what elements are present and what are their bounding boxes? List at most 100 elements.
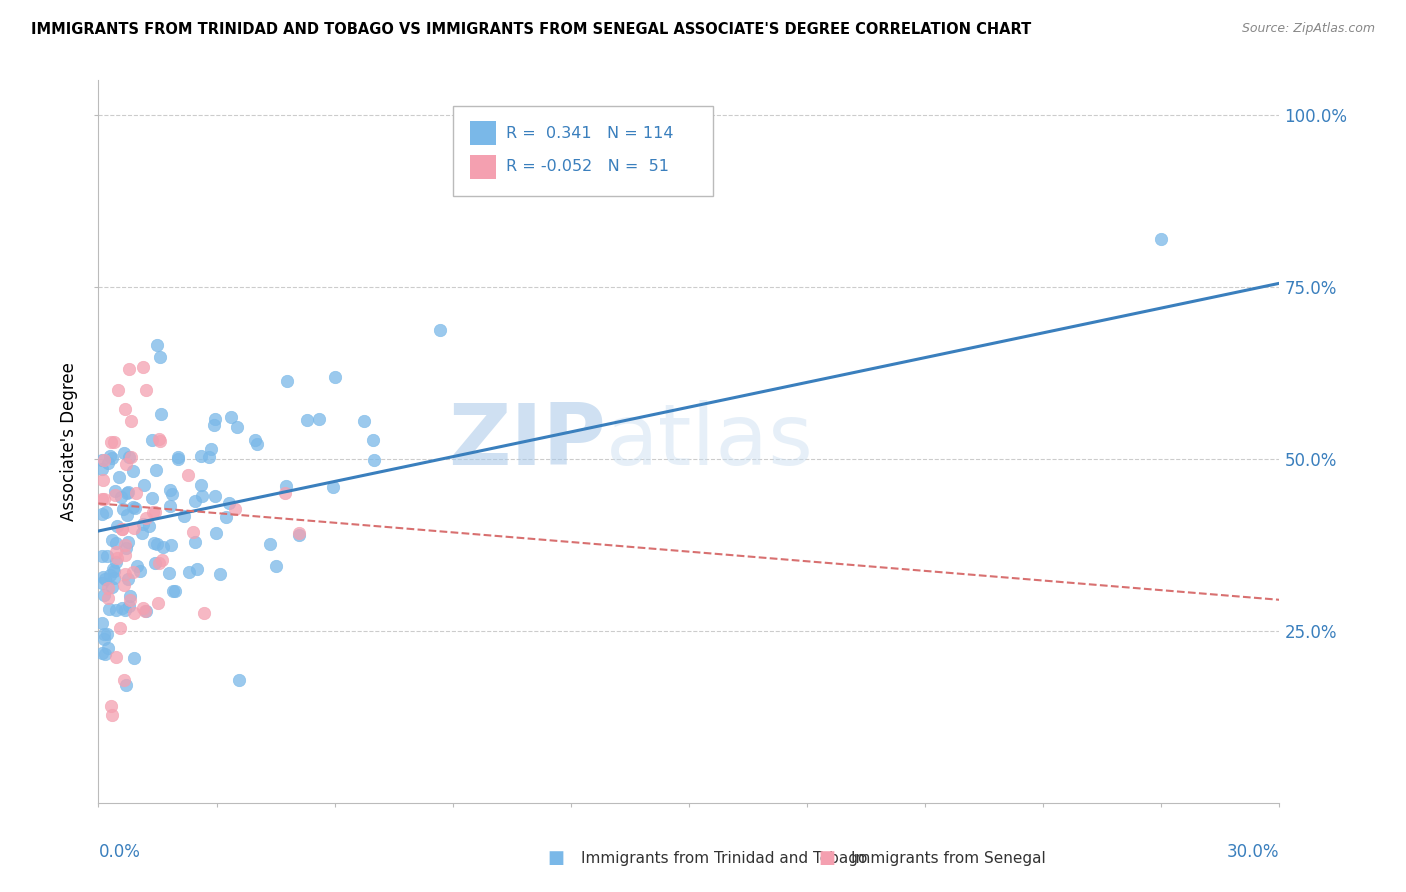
Point — [159, 538, 181, 552]
Point — [100, 698, 122, 713]
Point — [167, 450, 190, 464]
Point — [184, 534, 207, 549]
Point — [193, 606, 215, 620]
Point — [322, 480, 344, 494]
Point — [205, 525, 228, 540]
Text: Source: ZipAtlas.com: Source: ZipAtlas.com — [1241, 22, 1375, 36]
Point — [200, 442, 222, 457]
Point — [186, 562, 208, 576]
Point — [94, 505, 117, 519]
Text: R = -0.052   N =  51: R = -0.052 N = 51 — [506, 160, 669, 175]
Point — [157, 566, 180, 580]
Point — [101, 708, 124, 723]
Point — [274, 486, 297, 500]
Point — [115, 486, 138, 500]
Point — [132, 478, 155, 492]
Point — [142, 505, 165, 519]
Point — [97, 591, 120, 605]
Text: IMMIGRANTS FROM TRINIDAD AND TOBAGO VS IMMIGRANTS FROM SENEGAL ASSOCIATE'S DEGRE: IMMIGRANTS FROM TRINIDAD AND TOBAGO VS I… — [31, 22, 1031, 37]
Point — [91, 452, 114, 467]
Point — [125, 485, 148, 500]
Point — [148, 556, 170, 570]
Point — [184, 494, 207, 508]
Point — [363, 433, 385, 447]
Point — [183, 524, 205, 539]
Point — [274, 479, 297, 493]
Point — [101, 580, 124, 594]
Point — [243, 434, 266, 448]
Point — [93, 648, 115, 662]
Point — [97, 456, 120, 470]
Point — [122, 521, 145, 535]
Point — [111, 601, 134, 615]
Point — [111, 522, 134, 536]
Point — [91, 491, 114, 506]
Point — [177, 467, 200, 482]
Text: ■: ■ — [818, 849, 835, 867]
Point — [149, 407, 172, 421]
Point — [190, 477, 212, 491]
Point — [204, 418, 226, 433]
Point — [145, 463, 167, 477]
Point — [162, 583, 184, 598]
Point — [276, 374, 298, 388]
Point — [93, 632, 115, 646]
Point — [105, 544, 128, 558]
Point — [103, 483, 125, 498]
Point — [114, 541, 136, 555]
Point — [112, 446, 135, 460]
Point — [108, 621, 131, 635]
Bar — [471, 121, 496, 145]
Point — [173, 509, 195, 524]
Point — [148, 432, 170, 446]
Point — [114, 538, 136, 552]
Text: Immigrants from Trinidad and Tobago: Immigrants from Trinidad and Tobago — [581, 851, 868, 865]
FancyBboxPatch shape — [453, 105, 713, 196]
Point — [143, 536, 166, 550]
Point — [149, 350, 172, 364]
Point — [91, 570, 114, 584]
Point — [363, 453, 385, 467]
Point — [149, 434, 172, 449]
Point — [97, 601, 120, 615]
Point — [93, 492, 115, 507]
Point — [107, 384, 129, 398]
Point — [146, 537, 169, 551]
Point — [159, 483, 181, 498]
Point — [112, 578, 135, 592]
Point — [129, 564, 152, 578]
Point — [91, 461, 114, 475]
Point — [138, 519, 160, 533]
Point — [132, 360, 155, 375]
Point — [108, 470, 131, 484]
Point — [115, 508, 138, 522]
Point — [117, 485, 139, 500]
Point — [118, 361, 141, 376]
Point — [325, 369, 347, 384]
Point — [429, 323, 451, 337]
Point — [127, 558, 149, 573]
Point — [124, 500, 146, 515]
Point — [124, 650, 146, 665]
Point — [93, 588, 115, 602]
Point — [91, 615, 114, 630]
Point — [91, 646, 114, 660]
Text: 0.0%: 0.0% — [98, 843, 141, 861]
Point — [100, 568, 122, 582]
Text: atlas: atlas — [606, 400, 814, 483]
Point — [120, 414, 142, 428]
Point — [122, 464, 145, 478]
Point — [93, 572, 115, 586]
Point — [198, 450, 221, 464]
Point — [103, 564, 125, 578]
Point — [353, 414, 375, 428]
Point — [224, 502, 246, 516]
Point — [93, 626, 115, 640]
Point — [143, 557, 166, 571]
Point — [91, 576, 114, 591]
Point — [141, 491, 163, 505]
Point — [221, 410, 243, 425]
Point — [204, 489, 226, 503]
Point — [105, 519, 128, 533]
Point — [179, 566, 201, 580]
